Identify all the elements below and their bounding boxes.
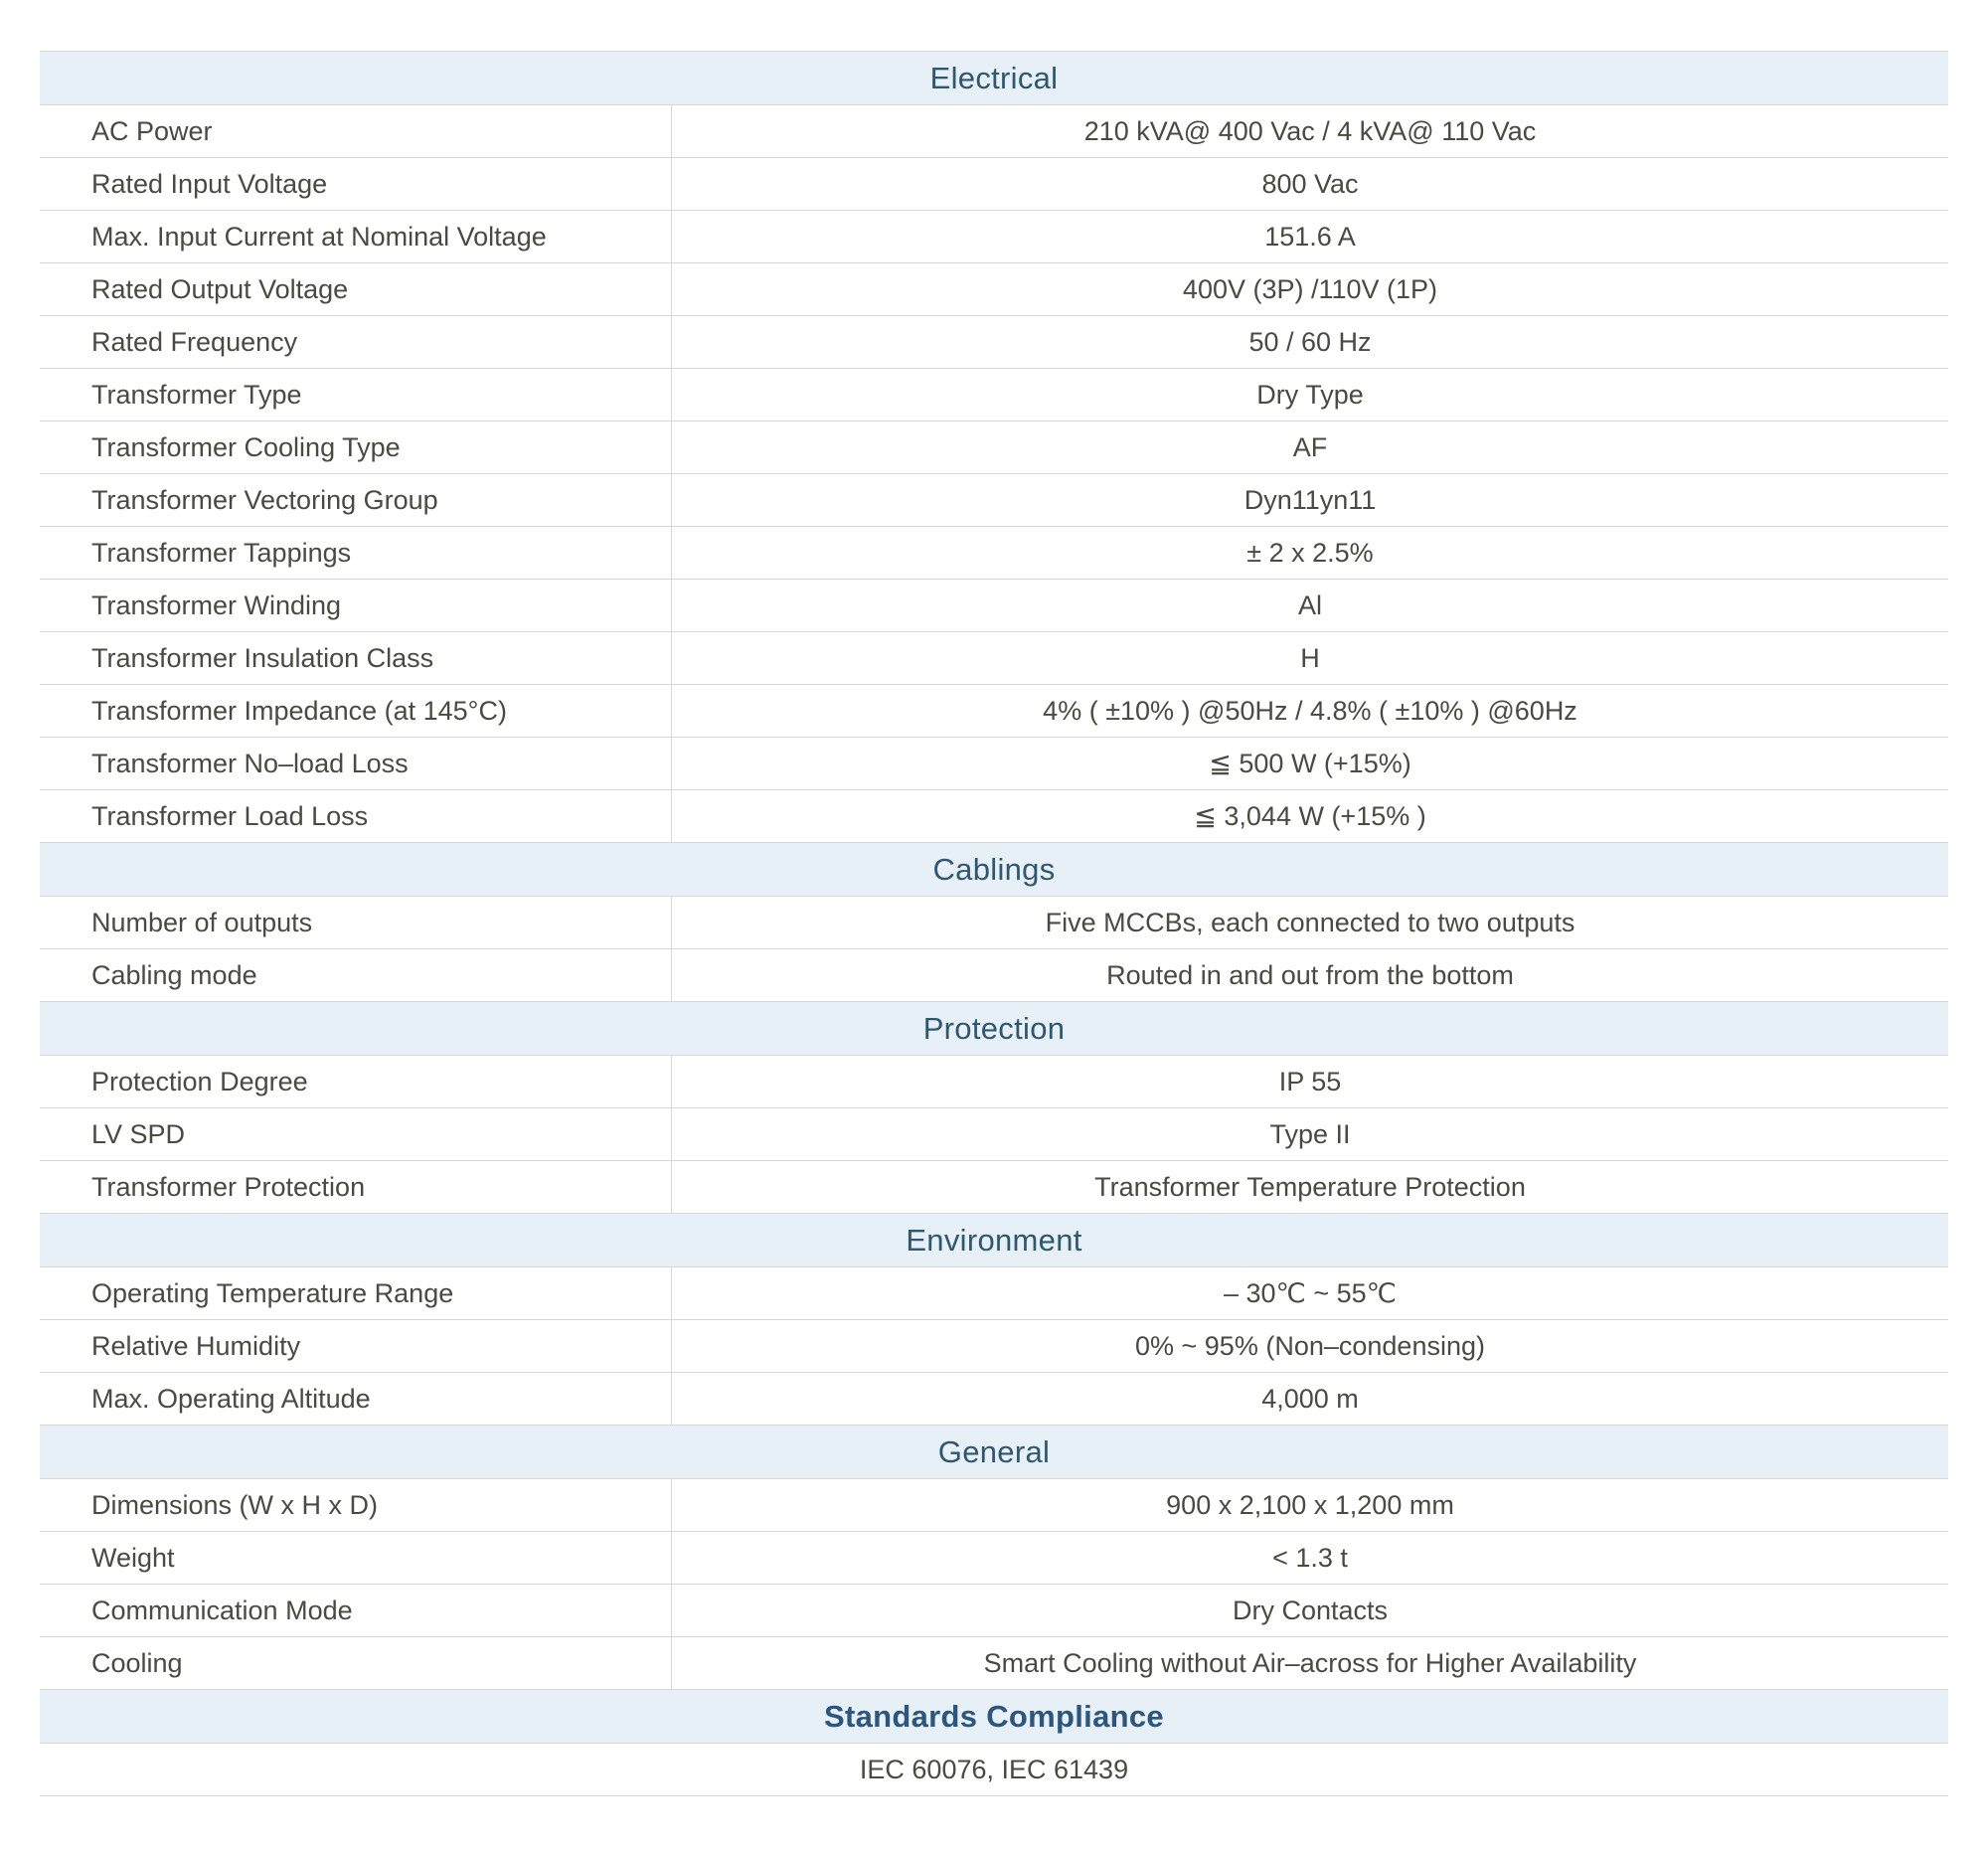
spec-row: Transformer Impedance (at 145°C) 4% ( ±10… xyxy=(40,685,1948,738)
spec-value: 50 / 60 Hz xyxy=(1248,326,1372,357)
spec-row: Rated Frequency 50 / 60 Hz xyxy=(40,316,1948,369)
spec-row: Transformer Type Dry Type xyxy=(40,369,1948,421)
spec-label: Transformer Load Loss xyxy=(40,790,672,842)
spec-label: Transformer Impedance (at 145°C) xyxy=(40,685,672,737)
spec-value: < 1.3 t xyxy=(1272,1542,1348,1573)
section-header: Environment xyxy=(40,1214,1948,1267)
spec-label: Max. Operating Altitude xyxy=(40,1373,672,1425)
section-header: Electrical xyxy=(40,52,1948,105)
spec-row: Max. Operating Altitude 4,000 m xyxy=(40,1373,1948,1426)
spec-value: Transformer Temperature Protection xyxy=(1094,1171,1526,1202)
spec-row: Transformer Protection Transformer Temper… xyxy=(40,1161,1948,1214)
spec-value: Al xyxy=(1297,589,1322,620)
spec-row: Cabling mode Routed in and out from the b… xyxy=(40,949,1948,1002)
spec-row: Transformer Vectoring Group Dyn11yn11 xyxy=(40,474,1948,527)
spec-value: 900 x 2,100 x 1,200 mm xyxy=(1166,1489,1454,1520)
spec-value: ≦ 3,044 W (+15% ) xyxy=(1194,800,1426,831)
spec-label: Protection Degree xyxy=(40,1056,672,1107)
spec-row: Transformer Load Loss ≦ 3,044 W (+15% ) xyxy=(40,790,1948,843)
spec-label: AC Power xyxy=(40,105,672,157)
spec-value: ≦ 500 W (+15%) xyxy=(1209,748,1411,778)
spec-label: Dimensions (W x H x D) xyxy=(40,1479,672,1531)
spec-row: Transformer Insulation Class H xyxy=(40,632,1948,685)
spec-label: Transformer Vectoring Group xyxy=(40,474,672,526)
spec-row: Dimensions (W x H x D) 900 x 2,100 x 1,20… xyxy=(40,1479,1948,1532)
spec-table: Electrical AC Power 210 kVA@ 400 Vac / 4 k… xyxy=(40,51,1948,1796)
spec-row: AC Power 210 kVA@ 400 Vac / 4 kVA@ 110 Va… xyxy=(40,105,1948,158)
spec-label: Transformer Tappings xyxy=(40,527,672,579)
section-header: Cablings xyxy=(40,843,1948,897)
spec-value: Smart Cooling without Air–across for Hig… xyxy=(983,1647,1637,1678)
spec-row: Relative Humidity 0% ~ 95% (Non–condensin… xyxy=(40,1320,1948,1373)
spec-label: Transformer Protection xyxy=(40,1161,672,1213)
spec-value: IP 55 xyxy=(1278,1066,1342,1096)
merged-row: IEC 60076, IEC 61439 xyxy=(40,1744,1948,1796)
spec-value: AF xyxy=(1292,431,1328,462)
spec-row: Rated Input Voltage 800 Vac xyxy=(40,158,1948,211)
spec-label: Transformer Insulation Class xyxy=(40,632,672,684)
spec-value: 210 kVA@ 400 Vac / 4 kVA@ 110 Vac xyxy=(1083,115,1537,146)
spec-label: Transformer Type xyxy=(40,369,672,421)
spec-label: Transformer No–load Loss xyxy=(40,738,672,789)
spec-row: Transformer Winding Al xyxy=(40,580,1948,632)
spec-row: Protection Degree IP 55 xyxy=(40,1056,1948,1108)
section-header: General xyxy=(40,1426,1948,1479)
spec-row: Operating Temperature Range – 30℃ ~ 55℃ xyxy=(40,1267,1948,1320)
spec-label: Rated Input Voltage xyxy=(40,158,672,210)
spec-label: Transformer Winding xyxy=(40,580,672,631)
spec-value: 800 Vac xyxy=(1261,168,1359,199)
spec-row: Transformer No–load Loss ≦ 500 W (+15%) xyxy=(40,738,1948,790)
spec-value: Five MCCBs, each connected to two output… xyxy=(1045,907,1575,937)
spec-row: Max. Input Current at Nominal Voltage 151… xyxy=(40,211,1948,263)
spec-label: LV SPD xyxy=(40,1108,672,1160)
spec-row: LV SPD Type II xyxy=(40,1108,1948,1161)
spec-value: ± 2 x 2.5% xyxy=(1246,537,1374,568)
spec-label: Operating Temperature Range xyxy=(40,1267,672,1319)
spec-value: – 30℃ ~ 55℃ xyxy=(1224,1277,1397,1308)
spec-row: Number of outputs Five MCCBs, each connec… xyxy=(40,897,1948,949)
spec-label: Rated Frequency xyxy=(40,316,672,368)
section-header: Protection xyxy=(40,1002,1948,1056)
spec-row: Cooling Smart Cooling without Air–across … xyxy=(40,1637,1948,1690)
spec-label: Relative Humidity xyxy=(40,1320,672,1372)
spec-value: 4,000 m xyxy=(1261,1383,1359,1414)
spec-value: H xyxy=(1300,642,1320,673)
spec-row: Rated Output Voltage 400V (3P) /110V (1P) xyxy=(40,263,1948,316)
spec-value: Routed in and out from the bottom xyxy=(1106,959,1514,990)
spec-value: 400V (3P) /110V (1P) xyxy=(1182,273,1438,304)
spec-label: Number of outputs xyxy=(40,897,672,948)
spec-label: Weight xyxy=(40,1532,672,1584)
section-header: Standards Compliance xyxy=(40,1690,1948,1744)
spec-value: Dry Contacts xyxy=(1232,1595,1389,1625)
spec-value: 151.6 A xyxy=(1264,221,1356,252)
spec-value: Dry Type xyxy=(1256,379,1364,410)
spec-label: Max. Input Current at Nominal Voltage xyxy=(40,211,672,262)
spec-value: 4% ( ±10% ) @50Hz / 4.8% ( ±10% ) @60Hz xyxy=(1043,695,1577,726)
spec-row: Weight < 1.3 t xyxy=(40,1532,1948,1585)
spec-label: Cooling xyxy=(40,1637,672,1689)
spec-row: Communication Mode Dry Contacts xyxy=(40,1585,1948,1637)
spec-value: Type II xyxy=(1269,1118,1351,1149)
spec-label: Transformer Cooling Type xyxy=(40,421,672,473)
spec-label: Communication Mode xyxy=(40,1585,672,1636)
spec-value: 0% ~ 95% (Non–condensing) xyxy=(1135,1330,1485,1361)
spec-row: Transformer Cooling Type AF xyxy=(40,421,1948,474)
spec-value: IEC 60076, IEC 61439 xyxy=(859,1754,1129,1784)
spec-row: Transformer Tappings ± 2 x 2.5% xyxy=(40,527,1948,580)
spec-label: Rated Output Voltage xyxy=(40,263,672,315)
spec-value: Dyn11yn11 xyxy=(1243,484,1377,515)
spec-label: Cabling mode xyxy=(40,949,672,1001)
